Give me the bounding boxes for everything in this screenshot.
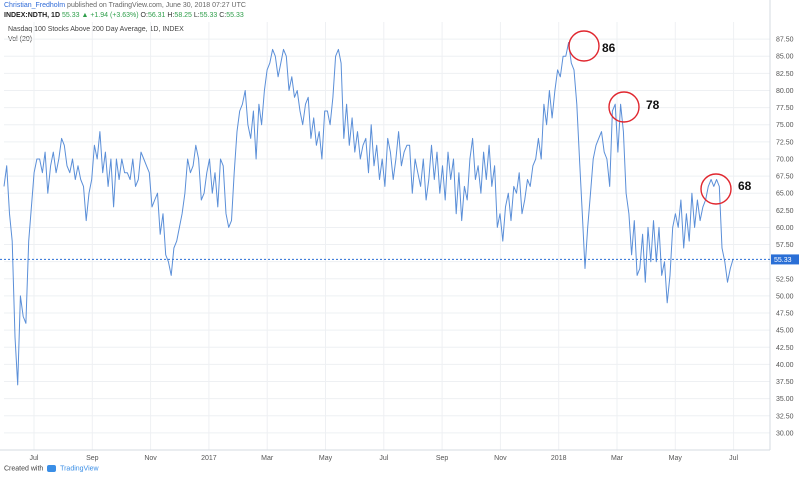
y-tick-label: 37.50 [776,379,794,386]
change-value: ▲ +1.94 (+3.63%) [81,12,139,19]
annotation-circle [568,30,600,62]
quote-line: INDEX:NDTH, 1D 55.33 ▲ +1.94 (+3.63%) O:… [4,12,244,19]
last-price-layer: 55.33 [0,254,799,265]
publisher-user-link[interactable]: Christian_Fredholm [4,2,66,9]
annotation-circle [700,173,732,205]
annotation-label: 68 [738,179,752,193]
y-tick-label: 77.50 [776,105,794,112]
y-tick-label: 85.00 [776,54,794,61]
annotation-label: 86 [602,41,616,55]
series-layer [3,42,734,386]
footer: Created with TradingView [4,465,99,472]
y-tick-label: 40.00 [776,362,794,369]
y-tick-label: 52.50 [776,276,794,283]
close-label: C: [219,12,227,19]
close-value: 55.33 [226,12,244,19]
publisher-line: Christian_Fredholm published on TradingV… [4,2,246,9]
x-tick-label: Jul [30,455,39,462]
x-tick-label: Nov [144,455,157,462]
last-price-label: 55.33 [774,257,792,264]
tradingview-logo-icon [47,465,57,472]
open-label: O: [140,12,148,19]
x-tick-label: Sep [86,455,99,462]
x-tick-label: Mar [261,455,274,462]
high-label: H: [167,12,175,19]
x-tick-label: 2017 [201,455,217,462]
indicator-title: Nasdaq 100 Stocks Above 200 Day Average,… [8,26,184,33]
y-tick-label: 80.00 [776,88,794,95]
y-tick-label: 42.50 [776,345,794,352]
series-line [3,42,734,386]
y-tick-label: 32.50 [776,413,794,420]
brand-link[interactable]: TradingView [60,465,99,473]
y-tick-label: 70.00 [776,156,794,163]
x-tick-label: Jul [729,455,738,462]
x-tick-label: May [319,455,333,462]
y-tick-label: 60.00 [776,225,794,232]
chart-grid [0,0,771,451]
x-axis: Jul Sep Nov 2017 Mar May Jul Sep Nov 2018 Mar May Ju… [30,455,739,462]
high-value: 58.25 [174,12,192,19]
y-tick-label: 87.50 [776,37,794,44]
low-label: L: [193,12,200,19]
y-tick-label: 65.00 [776,191,794,198]
y-tick-label: 57.50 [776,242,794,249]
x-tick-label: 2018 [551,455,567,462]
y-tick-label: 35.00 [776,396,794,403]
x-tick-label: Nov [494,455,507,462]
x-tick-label: May [669,455,683,462]
last-value: 55.33 [61,12,80,19]
last-price-box [771,254,799,265]
publisher-info: published on TradingView.com, June 30, 2… [67,2,246,9]
y-tick-label: 30.00 [776,430,794,437]
y-tick-label: 75.00 [776,122,794,129]
symbol-label: INDEX:NDTH, 1D [4,12,61,19]
y-tick-label: 82.50 [776,71,794,78]
y-axis: 87.50 85.00 82.50 80.00 77.50 75.00 72.50 70.00… [776,37,794,438]
created-with-label: Created with [4,465,44,473]
y-tick-label: 72.50 [776,139,794,146]
x-tick-label: Mar [611,455,624,462]
y-tick-label: 50.00 [776,293,794,300]
annotation-label: 78 [646,98,660,112]
x-tick-label: Jul [379,455,388,462]
open-value: 56.31 [147,12,166,19]
y-tick-label: 62.50 [776,208,794,215]
annotation-circle [608,91,640,123]
annotation-layer: 86 78 68 [568,30,752,205]
x-tick-label: Sep [436,455,449,462]
y-tick-label: 45.00 [776,328,794,335]
y-tick-label: 47.50 [776,311,794,318]
y-tick-label: 67.50 [776,174,794,181]
low-value: 55.33 [199,12,218,19]
